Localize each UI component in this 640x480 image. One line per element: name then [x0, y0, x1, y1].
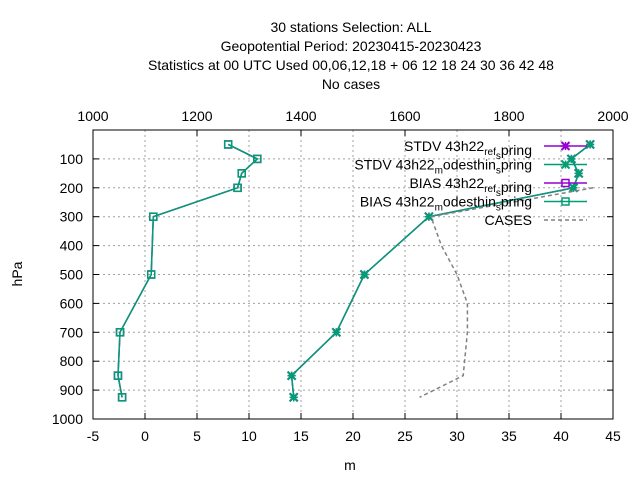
grid: [93, 130, 613, 419]
y-tick-label: 100: [60, 151, 84, 167]
series-line: [117, 143, 259, 398]
data-point: [149, 212, 158, 221]
x-tick-label: 15: [293, 428, 309, 444]
legend-entry: CASES: [485, 212, 587, 228]
x2-tick-label: 1400: [285, 108, 316, 124]
series-3: [113, 140, 262, 402]
y-tick-label: 200: [60, 180, 84, 196]
series-1: [286, 139, 595, 403]
chart-title-line-2: Geopotential Period: 20230415-20230423: [221, 38, 482, 54]
data-point: [113, 371, 123, 380]
x-tick-label: 0: [141, 428, 149, 444]
legend-entry: BIAS 43h22refspring: [409, 175, 587, 199]
legend-marker: [560, 141, 571, 151]
data-point: [115, 328, 125, 337]
legend-entry: STDV 43h22modesthinspring: [354, 157, 587, 177]
data-point: [573, 168, 584, 179]
series-2: [113, 140, 262, 402]
data-point: [424, 211, 434, 222]
data-point: [237, 169, 246, 178]
data-point: [359, 269, 370, 280]
x2-tick-label: 1800: [493, 108, 524, 124]
data-point: [117, 393, 127, 402]
legend-label: BIAS 43h22modesthinspring: [360, 194, 532, 214]
x-axis-label: m: [344, 457, 356, 473]
data-point: [331, 327, 342, 338]
y-tick-label: 900: [60, 382, 84, 398]
legend-label: BIAS 43h22refspring: [409, 175, 532, 199]
chart-title-line-1: 30 stations Selection: ALL: [270, 19, 431, 35]
data-point: [286, 370, 297, 381]
data-point: [585, 139, 595, 150]
plot-area: [113, 139, 595, 403]
chart-title-line-4: No cases: [322, 76, 380, 92]
y-tick-label: 500: [60, 267, 84, 283]
x-tick-label: 40: [553, 428, 569, 444]
y-tick-label: 700: [60, 324, 84, 340]
x-tick-label: 25: [397, 428, 413, 444]
x-tick-label: -5: [87, 428, 100, 444]
legend-marker: [561, 197, 570, 206]
series-4: [419, 187, 594, 398]
x-tick-label: 20: [345, 428, 361, 444]
series-line: [117, 143, 259, 398]
y-axis-label: hPa: [9, 261, 25, 286]
data-point: [289, 392, 299, 403]
x2-tick-label: 1600: [389, 108, 420, 124]
legend-label: STDV 43h22modesthinspring: [354, 157, 532, 177]
chart-title-line-3: Statistics at 00 UTC Used 00,06,12,18 + …: [148, 57, 554, 73]
y-tick-label: 300: [60, 209, 84, 225]
data-point: [233, 183, 242, 193]
y-tick-label: 800: [60, 353, 84, 369]
x-tick-label: 35: [501, 428, 517, 444]
legend-entry: STDV 43h22refspring: [404, 138, 587, 162]
axes: -5 0 5 10 15 20 25 30 35 40 45 1000 1200 1400 1600 1800…: [52, 108, 629, 444]
x2-tick-label: 1200: [181, 108, 212, 124]
data-point: [253, 154, 262, 164]
x2-tick-label: 2000: [597, 108, 628, 124]
y-tick-label: 400: [60, 238, 84, 254]
data-point: [223, 140, 233, 149]
legend-marker: [560, 159, 571, 170]
y-tick-label: 600: [60, 295, 84, 311]
legend-label: CASES: [485, 212, 532, 228]
legend-label: STDV 43h22refspring: [404, 138, 532, 162]
legend-marker: [561, 178, 570, 188]
y-tick-label: 1000: [52, 411, 83, 427]
x2-tick-label: 1000: [77, 108, 108, 124]
legend-entry: BIAS 43h22modesthinspring: [360, 194, 587, 214]
x-tick-label: 5: [193, 428, 201, 444]
x-tick-label: 10: [241, 428, 257, 444]
series-line: [419, 187, 594, 398]
data-point: [146, 270, 156, 279]
x-tick-label: 45: [605, 428, 621, 444]
x-tick-label: 30: [449, 428, 465, 444]
chart-title: 30 stations Selection: ALL Geopotential …: [148, 19, 554, 92]
